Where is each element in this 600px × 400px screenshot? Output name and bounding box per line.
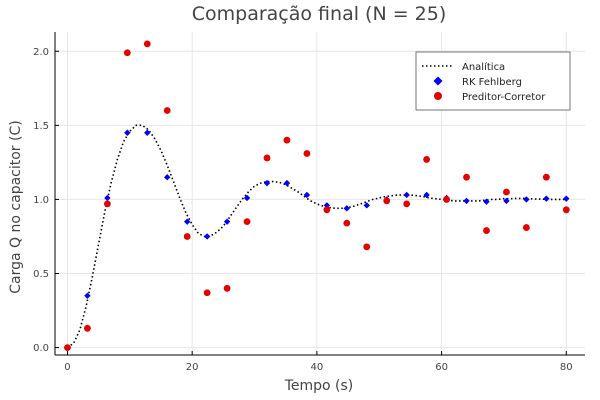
rk-fehlberg-point xyxy=(164,174,171,181)
preditor-corretor-point xyxy=(103,200,111,208)
preditor-corretor-point xyxy=(383,197,391,205)
rk-fehlberg-point xyxy=(463,197,470,205)
rk-fehlberg-point xyxy=(423,191,430,199)
rk-fehlberg-point xyxy=(283,179,291,187)
rk-fehlberg-point xyxy=(323,202,331,209)
y-tick-label: 2.0 xyxy=(33,47,49,58)
x-tick-label: 40 xyxy=(311,362,324,373)
legend-preditor-corretor-swatch xyxy=(434,92,442,100)
preditor-corretor-point xyxy=(343,219,351,227)
preditor-corretor-point xyxy=(503,188,510,196)
preditor-corretor-point xyxy=(64,344,71,351)
preditor-corretor-point xyxy=(84,324,91,332)
preditor-corretor-point xyxy=(363,243,371,251)
legend: Analítica RK Fehlberg Preditor-Corretor xyxy=(415,51,571,111)
y-tick-label: 0.0 xyxy=(33,343,49,354)
rk-fehlberg-point xyxy=(563,195,570,202)
y-tick-label: 1.5 xyxy=(33,121,49,132)
preditor-corretor-point xyxy=(522,224,530,231)
preditor-corretor-point xyxy=(443,196,450,203)
preditor-corretor-point xyxy=(323,206,331,214)
rk-fehlberg-point xyxy=(543,195,550,202)
preditor-corretor-point xyxy=(463,173,470,181)
legend-rk-fehlberg-label: RK Fehlberg xyxy=(462,77,522,88)
preditor-corretor-point xyxy=(403,200,411,208)
legend-analitica-label: Analítica xyxy=(462,61,505,73)
x-axis-title: Tempo (s) xyxy=(284,378,354,394)
series-analitica-line xyxy=(67,124,567,349)
y-tick-label: 1.0 xyxy=(33,195,49,206)
rk-fehlberg-point xyxy=(203,233,211,240)
preditor-corretor-point xyxy=(542,173,550,181)
rk-fehlberg-point xyxy=(144,129,151,136)
preditor-corretor-point xyxy=(143,40,151,48)
rk-fehlberg-point xyxy=(363,202,370,209)
preditor-corretor-point xyxy=(163,107,171,114)
rk-fehlberg-point xyxy=(503,197,510,205)
preditor-corretor-point xyxy=(303,150,311,157)
preditor-corretor-point xyxy=(203,289,211,297)
y-tick-labels: 0.0 0.5 1.0 1.5 2.0 xyxy=(33,47,49,354)
preditor-corretor-point xyxy=(123,49,131,57)
preditor-corretor-point xyxy=(223,284,231,292)
y-tick-label: 0.5 xyxy=(33,269,49,280)
grid xyxy=(55,32,585,355)
rk-fehlberg-point xyxy=(483,198,490,205)
y-axis-title: Carga Q no capacitor (C) xyxy=(8,120,24,293)
preditor-corretor-point xyxy=(243,218,251,226)
legend-rk-fehlberg-swatch xyxy=(433,76,443,86)
x-tick-label: 0 xyxy=(64,362,70,373)
rk-fehlberg-point xyxy=(183,218,191,225)
chart-title: Comparação final (N = 25) xyxy=(192,3,447,25)
preditor-corretor-point xyxy=(283,136,291,144)
rk-fehlberg-point xyxy=(104,194,111,202)
x-tick-label: 20 xyxy=(186,362,199,373)
rk-fehlberg-point xyxy=(243,194,251,202)
preditor-corretor-point xyxy=(423,156,431,163)
x-tick-label: 80 xyxy=(560,362,573,373)
rk-fehlberg-point xyxy=(403,191,410,199)
rk-fehlberg-point xyxy=(303,191,311,199)
rk-fehlberg-point xyxy=(523,196,530,203)
preditor-corretor-point xyxy=(562,206,570,214)
rk-fehlberg-point xyxy=(124,129,131,136)
preditor-corretor-point xyxy=(483,227,490,234)
rk-fehlberg-point xyxy=(343,205,351,212)
x-tick-label: 60 xyxy=(435,362,448,373)
x-tick-labels: 0 20 40 60 80 xyxy=(64,362,572,373)
rk-fehlberg-point xyxy=(84,292,91,299)
axes xyxy=(54,32,585,356)
rk-fehlberg-point xyxy=(223,218,231,225)
plot-area xyxy=(64,40,570,351)
preditor-corretor-point xyxy=(263,154,271,162)
rk-fehlberg-point xyxy=(263,179,271,187)
legend-preditor-corretor-label: Preditor-Corretor xyxy=(462,92,546,103)
preditor-corretor-point xyxy=(183,233,191,240)
